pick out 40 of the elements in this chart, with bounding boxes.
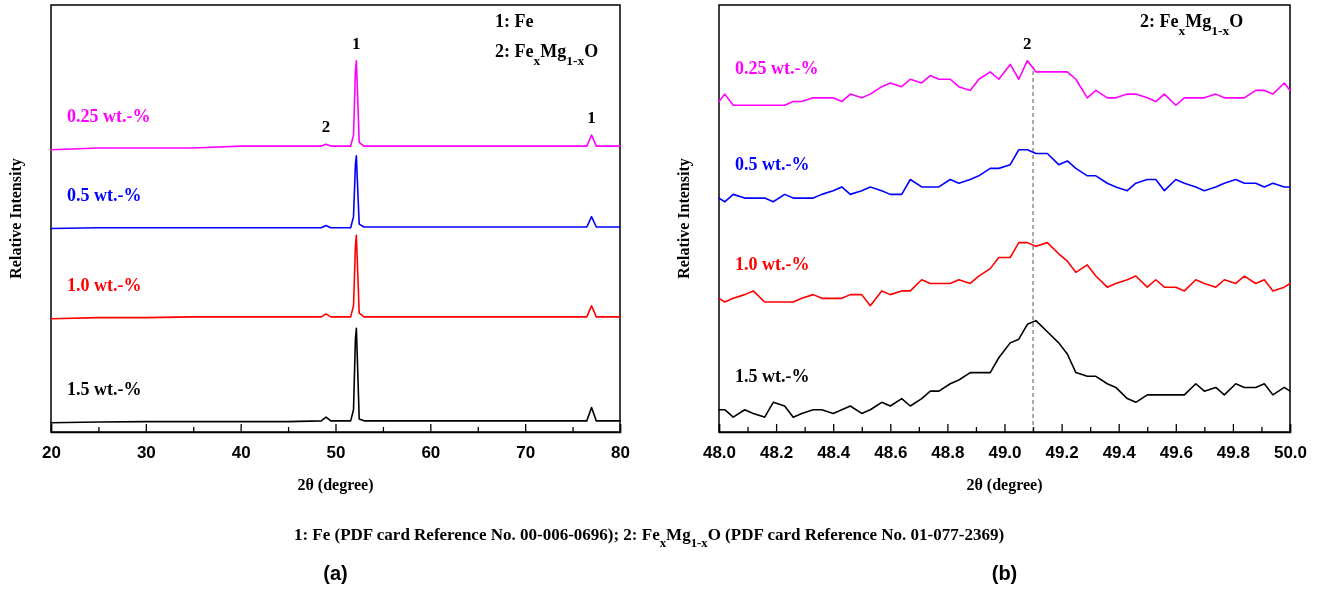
text: 2: Fe$_{x}$Mg$_{1-x}$O — [1140, 11, 1244, 38]
x-tick-label: 60 — [421, 443, 441, 463]
x-tick-label: 80 — [611, 443, 630, 463]
x-axis-title: 2θ (degree) — [297, 476, 374, 494]
x-tick-label: 49.6 — [1159, 443, 1193, 463]
x-tick-label: 40 — [231, 443, 251, 463]
x-tick-label: 48.6 — [874, 443, 908, 463]
text: 1: Fe — [495, 11, 534, 31]
text: (b) — [991, 562, 1018, 584]
series-label: 0.5 wt.-% — [735, 154, 810, 175]
series-label: 1.0 wt.-% — [735, 254, 810, 275]
series-label: 1.5 wt.-% — [735, 365, 810, 386]
text: 1: Fe (PDF card Reference No. 00-006-0696); 2: Fe$_{x}$Mg$_{1-x}$O (PDF card Reference No. 01-077-2369) — [293, 525, 1005, 550]
x-tick-label: 49.0 — [988, 443, 1022, 463]
annotation: 2: Fe$_{x}$Mg$_{1-x}$O — [495, 41, 599, 68]
annotation: 1 — [352, 33, 361, 53]
x-tick-label: 50 — [326, 443, 346, 463]
x-tick-label: 30 — [136, 443, 156, 463]
x-tick-label: 48.2 — [760, 443, 794, 463]
series-label: 0.25 wt.-% — [67, 105, 151, 126]
x-tick-label: 49.8 — [1216, 443, 1250, 463]
x-tick-label: 48.8 — [931, 443, 965, 463]
series-label: 1.0 wt.-% — [67, 274, 142, 295]
annotation: 2 — [1023, 33, 1032, 53]
annotation: 2 — [321, 117, 331, 137]
series-label: 0.5 wt.-% — [67, 184, 142, 205]
y-axis-title: Relative Intensity — [7, 158, 25, 279]
x-tick-label: 49.4 — [1102, 443, 1137, 463]
x-tick-label: 49.2 — [1045, 443, 1079, 463]
x-axis-title: 2θ (degree) — [966, 476, 1043, 494]
x-tick-label: 50.0 — [1273, 443, 1308, 463]
annotation: 1 — [587, 107, 596, 127]
series-label: 0.25 wt.-% — [735, 57, 819, 78]
x-tick-label: 70 — [516, 443, 536, 463]
y-axis-title: Relative Intensity — [675, 158, 693, 279]
x-tick-label: 48.4 — [817, 443, 851, 463]
x-tick-label: 48.0 — [702, 443, 737, 463]
text: (a) — [323, 562, 348, 584]
series-label: 1.5 wt.-% — [67, 378, 142, 399]
x-tick-label: 20 — [42, 443, 61, 463]
